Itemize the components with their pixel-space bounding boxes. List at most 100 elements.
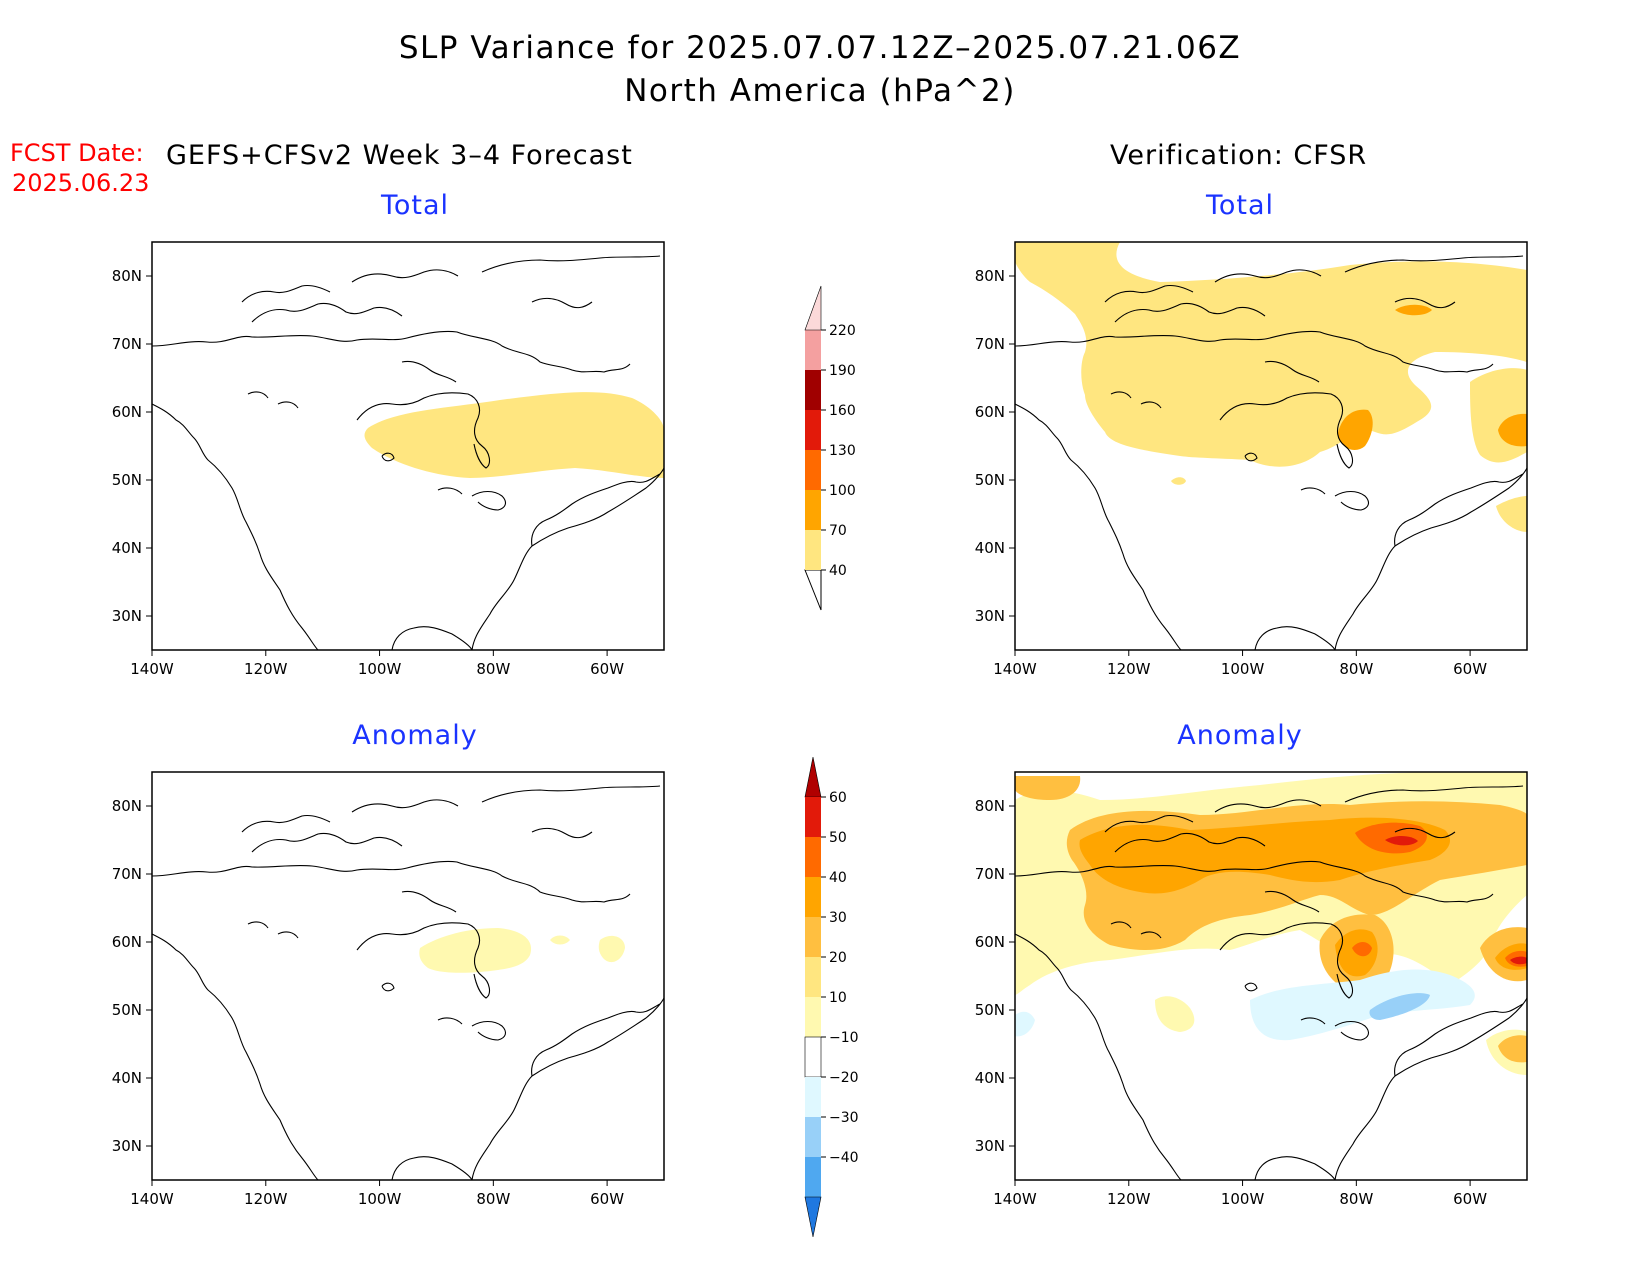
panel-subtitle-fcst-anomaly: Anomaly [352, 720, 478, 751]
coast-line [351, 269, 459, 283]
coast-line [1334, 997, 1528, 1181]
lon-tick-label: 80W [1339, 1190, 1373, 1208]
coast-line [1140, 931, 1162, 939]
colorbar-total: 40 70 100 130 160 190 220 [804, 285, 856, 611]
coast-line [247, 921, 269, 929]
lon-tick-label: 100W [1221, 1190, 1265, 1208]
lon-tick-label: 120W [1107, 660, 1151, 678]
panel-subtitle-verif-total: Total [1205, 190, 1275, 221]
axes-fcst-anomaly: 80N 70N 60N 50N 40N 30N 140W 120W 100W 80W 60W [112, 797, 625, 1208]
coast-line [1244, 982, 1258, 992]
shade-anomaly-40 [1352, 942, 1372, 957]
colorbar-label: 220 [829, 323, 856, 339]
panel-forecast-total: 80N 70N 60N 50N 40N 30N 140W 120W 100W 80W 60W [112, 241, 665, 678]
lon-tick-label: 100W [1221, 660, 1265, 678]
coast-line [1104, 284, 1194, 303]
lat-tick-label: 70N [975, 865, 1005, 883]
shade-anomaly-neg10 [1250, 969, 1475, 1041]
coast-line [1104, 814, 1194, 833]
coast-line [401, 890, 457, 913]
shade-anomaly-20 [1498, 1035, 1527, 1063]
colorbar-extension-low [804, 569, 822, 611]
shade-anomaly-50 [1385, 835, 1418, 846]
colorbar-swatch [805, 330, 821, 370]
lon-tick-label: 120W [244, 1190, 288, 1208]
coast-line [151, 330, 631, 373]
axes-verif-total: 80N 70N 60N 50N 40N 30N 140W 120W 100W 80W 60W [975, 267, 1488, 678]
lat-tick-label: 40N [975, 539, 1005, 557]
colorbar-swatch [805, 450, 821, 490]
lat-tick-label: 70N [112, 865, 142, 883]
colorbar-swatch [805, 370, 821, 410]
map-frame-verif-total [1014, 241, 1528, 651]
coast-line [151, 403, 319, 651]
colorbar-swatch [805, 917, 821, 957]
panel-forecast-anomaly: 80N 70N 60N 50N 40N 30N 140W 120W 100W 80W 60W [112, 771, 665, 1208]
lon-tick-label: 60W [590, 1190, 624, 1208]
lat-tick-label: 30N [112, 1137, 142, 1155]
coast-line [1300, 1017, 1326, 1025]
shade-anomaly-20 [1015, 776, 1081, 800]
coast-line [1219, 922, 1354, 999]
coast-line [1254, 1156, 1336, 1181]
lat-tick-label: 50N [975, 471, 1005, 489]
coast-line [1140, 401, 1162, 409]
lat-tick-label: 80N [112, 797, 142, 815]
coast-line [1334, 490, 1370, 511]
colorbar-label: 30 [829, 910, 847, 926]
coast-line [401, 360, 457, 383]
colorbar-swatch [804, 285, 822, 331]
coast-line [1114, 832, 1266, 853]
colorbar-extension-high [804, 756, 822, 798]
lon-tick-label: 100W [358, 1190, 402, 1208]
coast-line [1334, 1020, 1370, 1041]
lat-tick-label: 30N [975, 607, 1005, 625]
fcst-date-value: 2025.06.23 [12, 169, 150, 197]
panel-subtitle-verif-anomaly: Anomaly [1177, 720, 1303, 751]
coast-line [471, 1020, 507, 1041]
shade-total-70 [1395, 304, 1432, 316]
verification-column-title: Verification: CFSR [1110, 140, 1368, 171]
fill-layer-verif-total [1015, 242, 1527, 532]
main-title: SLP Variance for 2025.07.07.12Z–2025.07.… [398, 30, 1242, 66]
coast-line [241, 814, 331, 833]
coast-line [471, 467, 665, 651]
shade-total-40 [1171, 477, 1186, 485]
lat-tick-label: 40N [975, 1069, 1005, 1087]
coast-line [151, 860, 631, 903]
coastline-fcst-anomaly [151, 785, 665, 1181]
lat-tick-label: 80N [975, 267, 1005, 285]
colorbar-extension-low [804, 1196, 822, 1238]
lon-tick-label: 100W [358, 660, 402, 678]
shade-anomaly-10 [550, 935, 570, 945]
coast-line [437, 487, 463, 495]
coast-line [251, 832, 403, 853]
forecast-column-title: GEFS+CFSv2 Week 3–4 Forecast [166, 140, 633, 171]
colorbar-label: −10 [829, 1030, 859, 1046]
colorbar-label: 10 [829, 990, 847, 1006]
lat-tick-label: 50N [975, 1001, 1005, 1019]
shade-anomaly-neg10 [1015, 1011, 1035, 1037]
colorbar-swatch [805, 1077, 821, 1117]
lat-tick-label: 60N [112, 403, 142, 421]
colorbar-label: 190 [829, 363, 856, 379]
main-subtitle: North America (hPa^2) [624, 73, 1016, 109]
lon-tick-label: 80W [1339, 660, 1373, 678]
lon-tick-label: 60W [1453, 660, 1487, 678]
coast-line [1114, 302, 1266, 323]
lat-tick-label: 40N [112, 1069, 142, 1087]
colorbar-label: 20 [829, 950, 847, 966]
map-frame-fcst-total [151, 241, 665, 651]
axes-verif-anomaly: 80N 70N 60N 50N 40N 30N 140W 120W 100W 80W 60W [975, 797, 1488, 1208]
colorbar-label: 160 [829, 403, 856, 419]
coast-line [391, 1156, 473, 1181]
coast-line [1394, 297, 1456, 309]
shade-total-40 [1496, 496, 1527, 532]
lat-tick-label: 30N [112, 607, 142, 625]
coast-line [356, 392, 491, 469]
coast-line [251, 302, 403, 323]
coast-line [1264, 360, 1320, 383]
colorbar-swatch [804, 1036, 822, 1078]
fill-layer-fcst-total [364, 392, 664, 478]
